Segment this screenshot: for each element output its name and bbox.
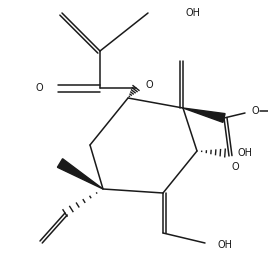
Text: O: O <box>232 162 240 172</box>
Text: O: O <box>145 80 152 90</box>
Polygon shape <box>57 159 103 189</box>
Polygon shape <box>183 108 225 122</box>
Text: O: O <box>35 83 43 93</box>
Text: O: O <box>252 106 260 116</box>
Text: OH: OH <box>218 240 233 250</box>
Text: OH: OH <box>185 8 200 18</box>
Text: OH: OH <box>237 148 252 158</box>
